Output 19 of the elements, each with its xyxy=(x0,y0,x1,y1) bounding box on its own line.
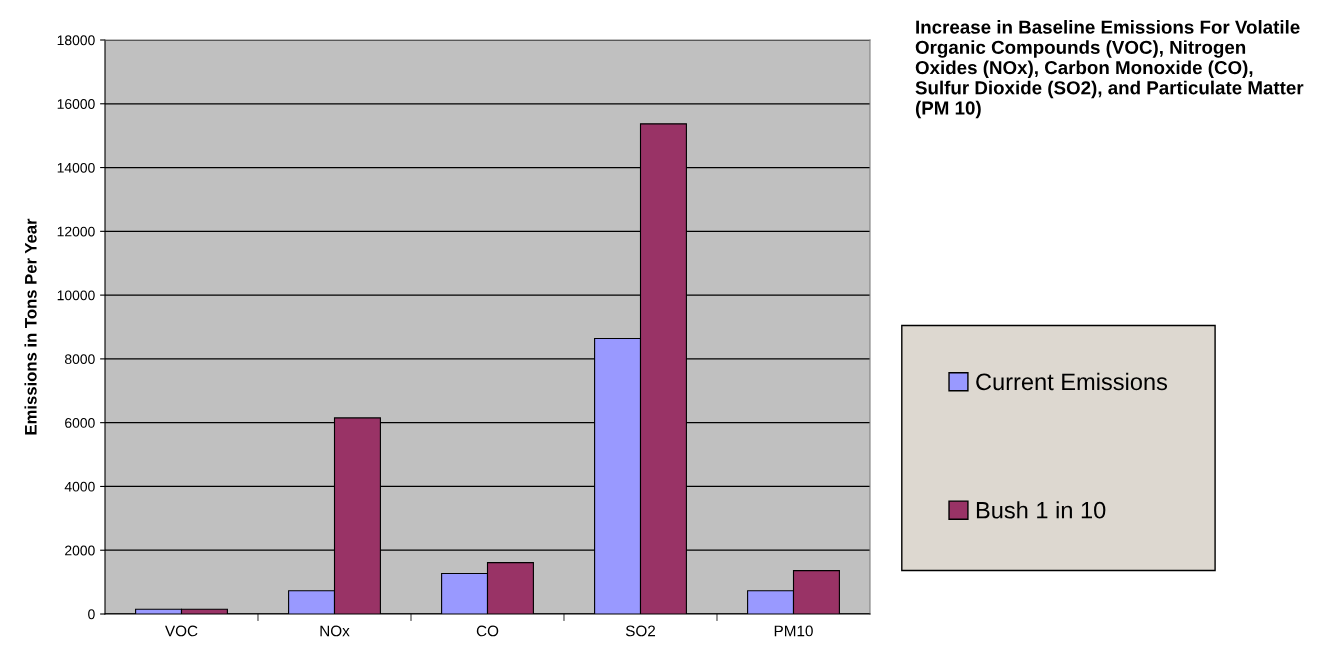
y-tick-label: 0 xyxy=(88,609,95,620)
y-tick-label: 2000 xyxy=(65,545,95,556)
x-tick-label: VOC xyxy=(165,625,198,637)
y-tick-label: 4000 xyxy=(64,481,95,492)
y-tick-label: 14000 xyxy=(57,162,95,173)
y-tick-label: 16000 xyxy=(57,99,95,109)
y-tick-label: 10000 xyxy=(57,290,95,301)
legend-label: Bush 1 in 10 xyxy=(976,501,1106,519)
x-tick-label: NOx xyxy=(320,625,350,637)
y-axis-title: Emissions in Tons Per Year xyxy=(24,218,37,435)
x-tick-label: SO2 xyxy=(625,625,656,637)
y-tick-label: 18000 xyxy=(57,35,95,46)
y-tick-label: 6000 xyxy=(65,418,95,428)
x-tick-label: CO xyxy=(476,625,499,637)
x-tick-label: PM10 xyxy=(774,625,813,637)
text: Increase in Baseline Emissions For Volatile Organic Compounds (VOC), Nitrogen Oxides (NOx), Carbon Monoxide (CO), Sulfur Dioxide (SO2), and Particulate Matter (PM 10) xyxy=(915,20,1304,119)
y-tick-label: 8000 xyxy=(64,354,95,365)
y-tick-label: 12000 xyxy=(57,226,95,237)
legend-label: Current Emissions xyxy=(976,372,1168,391)
